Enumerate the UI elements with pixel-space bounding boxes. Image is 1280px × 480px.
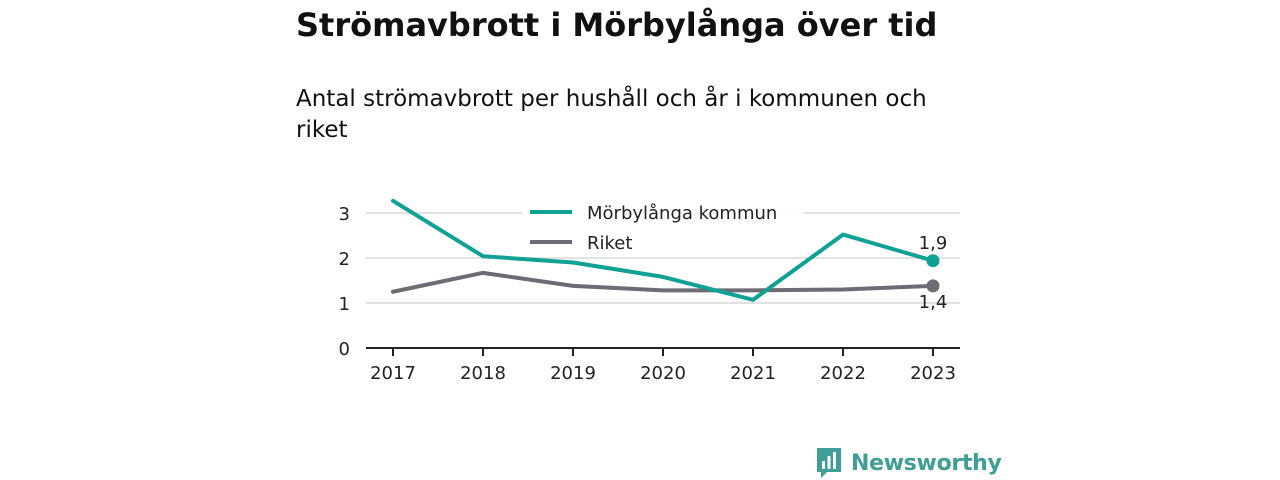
x-tick-label: 2019	[550, 363, 596, 384]
x-tick-label: 2022	[820, 363, 866, 384]
x-tick-label: 2018	[460, 363, 506, 384]
x-tick-label: 2021	[730, 363, 776, 384]
end-label-riket: 1,4	[919, 292, 948, 313]
chart-subtitle: Antal strömavbrott per hushåll och år i …	[296, 86, 927, 143]
end-point-riket	[926, 279, 940, 293]
legend-item-morbylanga: Mörbylånga kommun	[522, 200, 804, 226]
legend: Mörbylånga kommun Riket	[522, 200, 804, 256]
x-tick-label: 2023	[910, 363, 956, 384]
y-tick-label: 3	[339, 204, 350, 225]
line-chart: 0 1 2 3 2017 2018 2019 2020 2021 2022 2023 Mörbyl…	[339, 198, 960, 384]
x-tick-label: 2017	[370, 363, 416, 384]
newsworthy-wordmark: Newsworthy	[851, 450, 1002, 476]
series-lines	[391, 198, 935, 302]
end-point-morbylanga	[926, 254, 940, 268]
series-line-riket	[391, 270, 935, 294]
x-tick-label: 2020	[640, 363, 686, 384]
end-points	[926, 254, 940, 293]
newsworthy-logo-icon	[817, 448, 841, 478]
y-tick-label: 2	[339, 249, 350, 270]
chart-title: Strömavbrott i Mörbylånga över tid	[296, 6, 938, 44]
y-axis-ticks: 0 1 2 3	[339, 204, 350, 360]
x-axis-ticks: 2017 2018 2019 2020 2021 2022 2023	[370, 348, 956, 384]
newsworthy-brand[interactable]: Newsworthy	[815, 446, 1002, 480]
legend-label-riket: Riket	[587, 233, 632, 254]
series-line-morbylanga	[391, 198, 935, 302]
legend-label-morbylanga: Mörbylånga kommun	[587, 203, 777, 224]
legend-item-riket: Riket	[522, 230, 646, 256]
y-tick-label: 0	[339, 339, 350, 360]
y-tick-label: 1	[339, 294, 350, 315]
end-label-morbylanga: 1,9	[919, 233, 948, 254]
